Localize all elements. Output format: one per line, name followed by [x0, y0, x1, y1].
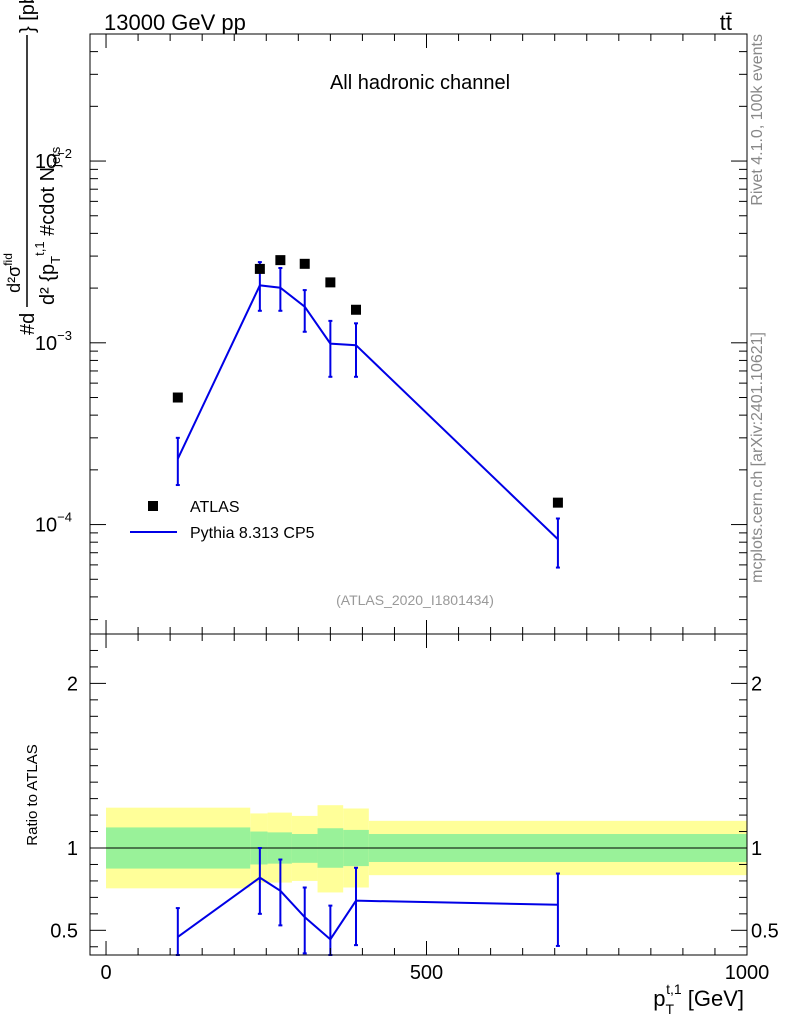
main-plot-marks: [172, 255, 563, 569]
ratio-plot-marks: [175, 847, 560, 956]
data-point-2: [275, 255, 286, 266]
svg-text:d²σfid: d²σfid: [1, 253, 24, 293]
process-label: tt̄: [720, 10, 732, 35]
ratio-y-tick-label-right: 2: [751, 673, 762, 695]
x-tick-label: 1000: [725, 962, 770, 984]
analysis-id: (ATLAS_2020_I1801434): [336, 592, 494, 608]
legend-mc-label: Pythia 8.313 CP5: [190, 525, 315, 542]
data-point-3: [299, 258, 310, 269]
svg-text:#d: #d: [17, 313, 39, 335]
x-axis-label: pTt,1 [GeV]: [653, 981, 744, 1017]
ratio-ylabel: Ratio to ATLAS: [24, 744, 41, 845]
data-point-0: [172, 392, 183, 403]
y-tick-label: 10−4: [35, 510, 72, 537]
data-point-4: [325, 277, 336, 288]
main-frame: [89, 33, 748, 635]
data-point-5: [351, 304, 362, 315]
mcplots-label: mcplots.cern.ch [arXiv:2401.10621]: [749, 332, 766, 583]
y-tick-exponent: −2: [57, 146, 72, 161]
svg-text:d² {pTt,1 #cdot Njets: d² {pTt,1 #cdot Njets: [32, 146, 63, 305]
energy-label: 13000 GeV pp: [104, 10, 246, 35]
x-tick-label: 500: [410, 962, 443, 984]
y-tick-label: 10−3: [35, 328, 72, 355]
y-tick-exponent: −3: [57, 328, 72, 343]
data-point-6: [552, 497, 563, 508]
ratio-y-tick-label-right: 1: [751, 838, 762, 860]
y-tick-label: 10−2: [35, 146, 72, 173]
svg-text:pTt,1 [GeV]: pTt,1 [GeV]: [653, 981, 744, 1017]
ratio-y-tick-label-left: 1: [67, 838, 78, 860]
x-tick-label: 0: [100, 962, 111, 984]
ratio-y-tick-label-right: 0.5: [751, 920, 779, 942]
ratio-y-tick-label-left: 0.5: [50, 920, 78, 942]
main-ylabel: #d d²σfid d² {pTt,1 #cdot Njets } [pb/Ge…: [1, 0, 63, 335]
data-point-1: [254, 263, 265, 274]
ratio-y-tick-label-left: 2: [67, 673, 78, 695]
plot-title: All hadronic channel: [330, 72, 510, 94]
rivet-label: Rivet 4.1.0, 100k events: [749, 34, 766, 206]
y-tick-exponent: −4: [57, 510, 72, 525]
ratio-bands: [90, 805, 747, 893]
ratio-frame: [89, 633, 748, 956]
legend-data-marker: [148, 501, 158, 511]
legend-data-label: ATLAS: [190, 499, 240, 516]
legend: ATLAS Pythia 8.313 CP5: [130, 499, 315, 542]
svg-text:} [pb/GeV]: } [pb/GeV]: [17, 0, 39, 33]
